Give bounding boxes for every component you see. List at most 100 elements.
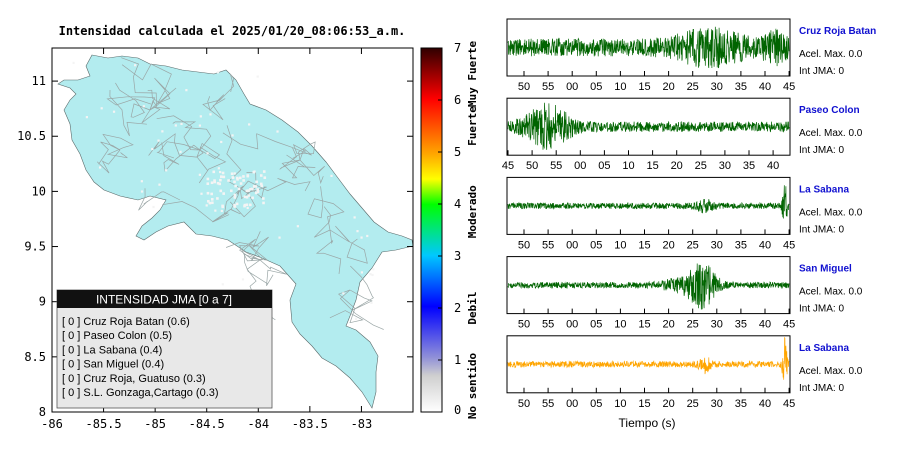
waveform-tick-label: 15 — [638, 398, 650, 410]
colorbar-tick-label: 7 — [454, 41, 461, 55]
road-line — [198, 146, 227, 184]
road-line — [148, 133, 204, 158]
waveform-tick-label: 55 — [542, 239, 554, 251]
map-y-tick-label: 8.5 — [24, 350, 46, 364]
colorbar-label: Muy Fuerte — [466, 41, 479, 108]
town-dot — [72, 61, 75, 65]
road-line — [96, 149, 121, 174]
waveform-tick-label: 00 — [566, 239, 578, 251]
waveform-tick-label: 10 — [622, 160, 634, 172]
station-int: Int JMA: 0 — [799, 383, 844, 394]
road-line — [315, 229, 342, 274]
station-name: Paseo Colon — [799, 105, 860, 116]
road-line — [149, 87, 177, 111]
town-dot — [233, 193, 237, 197]
town-dot — [218, 182, 221, 186]
waveform-tick-label: 15 — [646, 160, 658, 172]
colorbar-tick-label: 5 — [454, 145, 461, 159]
station-acel: Acel. Max. 0.0 — [799, 366, 863, 377]
town-dot — [236, 176, 239, 180]
town-dot — [254, 185, 258, 188]
town-dot — [259, 174, 263, 177]
town-dot — [219, 170, 222, 174]
town-dot — [206, 152, 209, 155]
town-dot — [372, 268, 375, 271]
town-dot — [233, 172, 236, 175]
waveform-tick-label: 45 — [783, 398, 795, 410]
station-acel: Acel. Max. 0.0 — [799, 49, 863, 60]
colorbar-tick-label: 6 — [454, 93, 461, 107]
town-dot — [342, 292, 345, 295]
road-line — [281, 154, 316, 179]
station-acel: Acel. Max. 0.0 — [799, 207, 863, 218]
town-dot — [219, 175, 223, 178]
road-line — [279, 147, 301, 170]
waveform-tick-label: 45 — [502, 160, 514, 172]
waveform-tick-label: 15 — [638, 81, 650, 93]
town-dot — [369, 273, 372, 276]
map-x-tick-label: -84.5 — [189, 417, 225, 431]
station-name: La Sabana — [799, 184, 849, 195]
waveform-tick-label: 15 — [638, 319, 650, 331]
waveform-tick-label: 50 — [518, 398, 530, 410]
road-line — [161, 142, 201, 172]
waveform-tick-label: 05 — [598, 160, 610, 172]
station-name: San Miguel — [799, 264, 852, 275]
town-dot — [237, 187, 241, 191]
town-dot — [216, 71, 220, 74]
waveform-tick-label: 35 — [735, 319, 747, 331]
waveform-panel: 50 55 00 05 10 15 20 25 30 35 40 45 La Sabana Acel. M… — [506, 176, 863, 251]
town-dot — [247, 189, 250, 192]
road-line — [219, 73, 235, 101]
waveform-tick-label: 30 — [711, 319, 723, 331]
town-dot — [262, 170, 266, 173]
town-dot — [158, 183, 161, 186]
town-markers — [72, 61, 375, 320]
map-y-tick-label: 8 — [39, 405, 46, 419]
road-line — [106, 96, 156, 111]
town-dot — [262, 201, 265, 205]
map-y-tick-label: 9 — [39, 295, 46, 309]
town-dot — [263, 176, 267, 179]
waveform-panel: 50 55 00 05 10 15 20 25 30 35 40 45 Cruz Roja Batan A… — [506, 18, 876, 93]
town-dot — [151, 147, 154, 151]
map-axes: -86 -85.5 -85 -84.5 -84 -83.5 -83 11 10.5 10 9.5 9 8… — [17, 48, 413, 431]
town-dot — [213, 179, 216, 182]
town-dot — [239, 182, 243, 185]
town-dot — [206, 182, 210, 185]
town-dot — [253, 170, 256, 173]
road-line — [102, 133, 134, 159]
town-dot — [207, 199, 210, 203]
map-x-tick-label: -85 — [144, 417, 166, 431]
road-line — [207, 94, 225, 111]
town-dot — [210, 198, 214, 201]
station-int: Int JMA: 0 — [799, 224, 844, 235]
town-dot — [296, 225, 299, 228]
town-dot — [360, 271, 364, 274]
town-dot — [210, 192, 213, 196]
town-dot — [198, 124, 202, 127]
town-dot — [213, 180, 217, 184]
town-dot — [249, 203, 252, 207]
waveform-tick-label: 45 — [783, 81, 795, 93]
waveform-tick-label: 35 — [735, 239, 747, 251]
waveform-tick-label: 20 — [662, 319, 674, 331]
legend-item: [ 0 ] La Sabana (0.4) — [62, 344, 162, 356]
town-dot — [243, 195, 247, 199]
town-dot — [230, 172, 234, 176]
town-dot — [251, 196, 254, 200]
waveform-frame — [506, 176, 791, 235]
waveform-panel: 50 55 00 05 10 15 20 25 30 35 40 45 La Sabana Acel. M… — [506, 335, 863, 410]
town-dot — [206, 177, 210, 181]
waveform-tick-label: 10 — [614, 319, 626, 331]
legend-header: INTENSIDAD JMA [0 a 7] — [96, 293, 232, 307]
town-dot — [262, 197, 265, 200]
colorbar-tick-label: 3 — [454, 249, 461, 263]
town-dot — [174, 124, 177, 127]
town-dot — [245, 196, 249, 199]
town-dot — [216, 181, 220, 185]
town-dot — [246, 174, 250, 177]
town-dot — [161, 130, 164, 133]
waveform-tick-label: 50 — [518, 319, 530, 331]
waveform-tick-label: 20 — [671, 160, 683, 172]
